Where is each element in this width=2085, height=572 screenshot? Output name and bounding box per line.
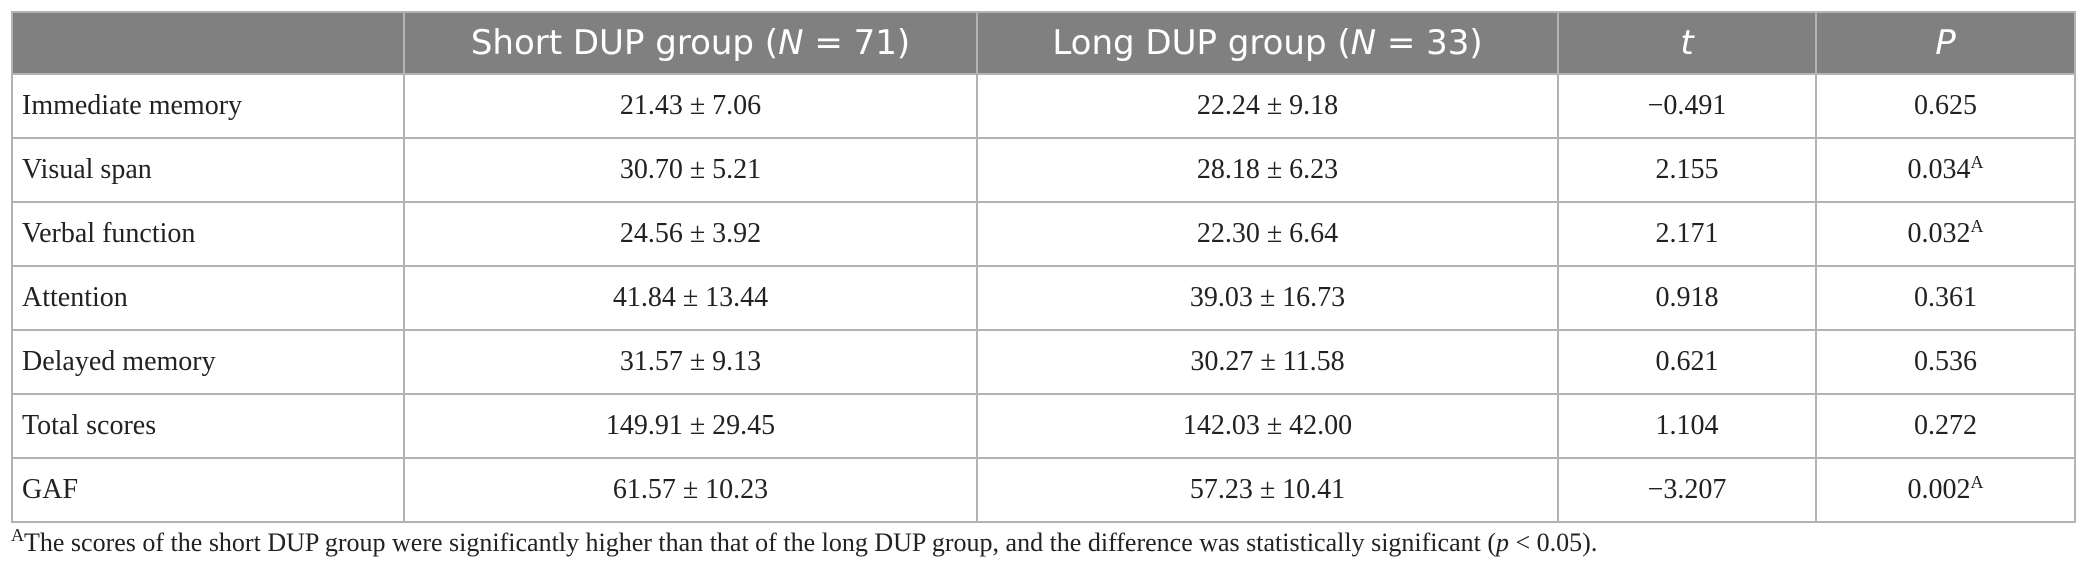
row-label: Delayed memory (11, 329, 405, 395)
row-label: Verbal function (11, 201, 405, 267)
footnote-mark: A (1970, 152, 1984, 172)
cell-long: 57.23 ± 10.41 (976, 457, 1559, 523)
cell-t: 2.171 (1557, 201, 1817, 267)
cell-short: 21.43 ± 7.06 (403, 73, 978, 139)
p-value: 0.032 (1907, 218, 1971, 249)
cell-t: 0.918 (1557, 265, 1817, 331)
cell-short: 30.70 ± 5.21 (403, 137, 978, 203)
results-table: Short DUP group (N = 71) Long DUP group … (11, 11, 2076, 523)
table-row: Delayed memory 31.57 ± 9.13 30.27 ± 11.5… (11, 329, 2076, 395)
p-value: 0.536 (1914, 346, 1977, 377)
cell-long: 30.27 ± 11.58 (976, 329, 1559, 395)
p-value: 0.272 (1914, 410, 1977, 441)
table-row: Total scores 149.91 ± 29.45 142.03 ± 42.… (11, 393, 2076, 459)
cell-p: 0.625 (1815, 73, 2076, 139)
table-row: GAF 61.57 ± 10.23 57.23 ± 10.41 −3.207 0… (11, 457, 2076, 523)
footnote-mark: A (11, 525, 24, 545)
cell-p: 0.032A (1815, 201, 2076, 267)
row-label: Total scores (11, 393, 405, 459)
cell-long: 39.03 ± 16.73 (976, 265, 1559, 331)
header-long-prefix: Long DUP group ( (1052, 23, 1351, 63)
footnote-p-symbol: p (1496, 528, 1509, 557)
row-label: Attention (11, 265, 405, 331)
cell-t: 1.104 (1557, 393, 1817, 459)
cell-long: 22.30 ± 6.64 (976, 201, 1559, 267)
table-row: Verbal function 24.56 ± 3.92 22.30 ± 6.6… (11, 201, 2076, 267)
header-t-text: t (1680, 23, 1694, 63)
footnote-text: The scores of the short DUP group were s… (24, 528, 1496, 557)
results-table-container: Short DUP group (N = 71) Long DUP group … (11, 11, 2076, 523)
cell-short: 41.84 ± 13.44 (403, 265, 978, 331)
table-row: Attention 41.84 ± 13.44 39.03 ± 16.73 0.… (11, 265, 2076, 331)
header-long-suffix: = 33) (1376, 23, 1483, 63)
cell-p: 0.034A (1815, 137, 2076, 203)
table-header-row: Short DUP group (N = 71) Long DUP group … (11, 11, 2076, 75)
header-p: P (1815, 11, 2076, 75)
table-row: Visual span 30.70 ± 5.21 28.18 ± 6.23 2.… (11, 137, 2076, 203)
header-p-text: P (1935, 23, 1956, 63)
p-value: 0.361 (1914, 282, 1977, 313)
cell-long: 142.03 ± 42.00 (976, 393, 1559, 459)
cell-p: 0.002A (1815, 457, 2076, 523)
header-short-n: N (778, 23, 804, 63)
p-value: 0.625 (1914, 90, 1977, 121)
footnote-p-tail: < 0.05). (1509, 528, 1598, 557)
row-label: Immediate memory (11, 73, 405, 139)
header-long-n: N (1350, 23, 1377, 63)
p-value: 0.002 (1907, 474, 1971, 505)
cell-t: 2.155 (1557, 137, 1817, 203)
row-label: GAF (11, 457, 405, 523)
cell-p: 0.272 (1815, 393, 2076, 459)
table-footnote: AThe scores of the short DUP group were … (11, 525, 1598, 558)
cell-long: 28.18 ± 6.23 (976, 137, 1559, 203)
header-t: t (1557, 11, 1817, 75)
cell-t: −3.207 (1557, 457, 1817, 523)
header-short-prefix: Short DUP group ( (470, 23, 779, 63)
cell-t: −0.491 (1557, 73, 1817, 139)
cell-t: 0.621 (1557, 329, 1817, 395)
cell-p: 0.536 (1815, 329, 2076, 395)
footnote-mark: A (1970, 472, 1984, 492)
row-label: Visual span (11, 137, 405, 203)
table-row: Immediate memory 21.43 ± 7.06 22.24 ± 9.… (11, 73, 2076, 139)
cell-p: 0.361 (1815, 265, 2076, 331)
cell-short: 31.57 ± 9.13 (403, 329, 978, 395)
header-short-dup: Short DUP group (N = 71) (403, 11, 978, 75)
cell-short: 61.57 ± 10.23 (403, 457, 978, 523)
header-label (11, 11, 405, 75)
header-short-suffix: = 71) (803, 23, 911, 63)
cell-long: 22.24 ± 9.18 (976, 73, 1559, 139)
cell-short: 149.91 ± 29.45 (403, 393, 978, 459)
p-value: 0.034 (1907, 154, 1971, 185)
cell-short: 24.56 ± 3.92 (403, 201, 978, 267)
header-long-dup: Long DUP group (N = 33) (976, 11, 1559, 75)
footnote-mark: A (1970, 216, 1984, 236)
